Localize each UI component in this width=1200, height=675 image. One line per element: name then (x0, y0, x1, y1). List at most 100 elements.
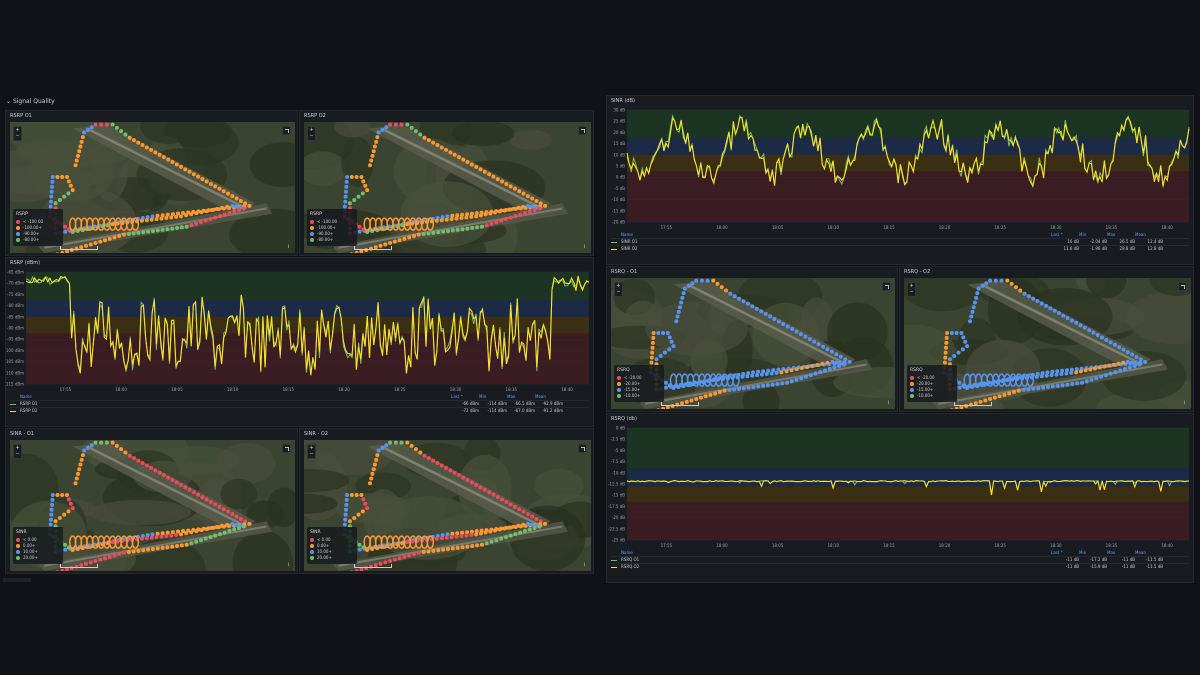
map-view[interactable]: + − i SINR < 0.00 0.00+ 10.00+ 20.00+ (304, 440, 591, 571)
zoom-control[interactable]: + − (307, 126, 316, 141)
map-view[interactable]: + − i RSRQ < -20.00 -20.00+ -15.00+ -10.00+ (611, 278, 895, 409)
zoom-control[interactable]: + − (614, 282, 623, 297)
legend-swatch (310, 226, 314, 230)
panel-title[interactable]: RSRQ (db) (611, 416, 637, 422)
zoom-out-button[interactable]: − (309, 451, 314, 457)
layers-icon[interactable] (282, 444, 291, 453)
zoom-in-button[interactable]: + (15, 445, 20, 451)
legend-row[interactable]: SINR O2 11.6 dB -1.96 dB 28.8 dB 12.8 dB (611, 245, 1189, 252)
time-series-chart[interactable]: -65 dBm -70 dBm -75 dBm -80 dBm -85 dBm -90 d… (6, 258, 594, 427)
panel-sinr-o2: SINR - O2 + − i SINR < 0.00 0.00+ 10.00+ 20.00+ (299, 428, 594, 574)
layers-icon[interactable] (578, 126, 587, 135)
legend-row[interactable]: RSRQ O2 -11 dB -15.9 dB -11 dB -11.5 dB (611, 563, 1189, 570)
legend-column-header[interactable]: Last * (1051, 550, 1063, 555)
info-icon[interactable]: i (287, 244, 290, 250)
layers-icon[interactable] (282, 126, 291, 135)
layers-icon[interactable] (882, 282, 891, 291)
panel-title[interactable]: RSRP (dBm) (10, 260, 40, 266)
legend-mean: 12.4 dB (1147, 239, 1163, 244)
info-icon[interactable]: i (1183, 400, 1186, 406)
map-view[interactable]: + − i RSRP < -100.00 -100.00+ -90.00+ -80.00+ (304, 122, 591, 253)
info-icon[interactable]: i (287, 562, 290, 568)
legend-table: Name Last * Min Max Mean RSRQ O1 -11 dB -17.2 d… (611, 550, 1189, 570)
y-tick-label: -70 dBm (7, 281, 24, 286)
panel-title[interactable]: RSRP O2 (304, 113, 326, 119)
zoom-control[interactable]: + − (13, 444, 22, 459)
info-icon[interactable]: i (887, 400, 890, 406)
collapsed-row[interactable] (3, 578, 31, 582)
legend-row[interactable]: RSRQ O1 -11 dB -17.2 dB -11 dB -11.5 dB (611, 556, 1189, 563)
x-tick-label: 18:25 (994, 543, 1006, 548)
zoom-out-button[interactable]: − (616, 289, 621, 295)
map-view[interactable]: + − i RSRQ < -20.00 -20.00+ -15.00+ -10.00+ (904, 278, 1191, 409)
map-view[interactable]: + − i SINR < 0.00 0.00+ 10.00+ 20.00+ (10, 440, 295, 571)
legend-row[interactable]: RSRP O1 -66 dBm -114 dBm -66.5 dBm -92.9 dBm (10, 400, 589, 407)
x-tick-label: 18:15 (283, 387, 295, 392)
legend-title-text: SINR (16, 530, 27, 535)
zoom-in-button[interactable]: + (309, 127, 314, 133)
zoom-out-button[interactable]: − (309, 133, 314, 139)
panel-title[interactable]: SINR - O1 (10, 431, 34, 437)
legend-column-header[interactable]: Last * (1051, 232, 1063, 237)
legend-item: -100.00+ (310, 225, 354, 231)
zoom-in-button[interactable]: + (309, 445, 314, 451)
zoom-control[interactable]: + − (307, 444, 316, 459)
panel-title-text: RSRP O2 (304, 113, 326, 119)
legend-column-header[interactable]: Last * (451, 394, 463, 399)
legend-column-header[interactable]: Mean (535, 394, 546, 399)
panel-title[interactable]: SINR - O2 (304, 431, 328, 437)
zoom-out-button[interactable]: − (15, 451, 20, 457)
legend-swatch (310, 556, 314, 560)
legend-swatch (910, 376, 914, 380)
zoom-in-button[interactable]: + (909, 283, 914, 289)
legend-label: -15.00+ (917, 387, 934, 392)
legend-title: RSRQ (617, 368, 661, 374)
row-title[interactable]: ⌄ Signal Quality (6, 98, 55, 105)
legend-swatch (611, 559, 617, 561)
zoom-out-button[interactable]: − (15, 133, 20, 139)
legend-column-header[interactable]: Min (1079, 232, 1087, 237)
zoom-in-button[interactable]: + (15, 127, 20, 133)
legend-header: Name Last * Min Max Mean (611, 550, 1189, 556)
legend-column-header[interactable]: Min (479, 394, 487, 399)
legend-title: RSRQ (910, 368, 954, 374)
map-view[interactable]: + − i RSRP < -100.00 -100.00+ -90.00+ -80.00+ (10, 122, 295, 253)
layers-icon[interactable] (578, 444, 587, 453)
zoom-in-button[interactable]: + (616, 283, 621, 289)
legend-column-header[interactable]: Mean (1135, 232, 1146, 237)
legend-column-header[interactable]: Name (20, 394, 32, 399)
panel-rsrp-timeseries: RSRP (dBm) -65 dBm -70 dBm -75 dBm -80 dBm -8… (5, 257, 594, 427)
legend-column-header[interactable]: Max (507, 394, 516, 399)
info-icon[interactable]: i (583, 562, 586, 568)
panel-title[interactable]: RSRQ - O1 (611, 269, 637, 275)
legend-row[interactable]: SINR O1 16 dB -2.04 dB 26.5 dB 12.4 dB (611, 238, 1189, 245)
legend-row[interactable]: RSRP O2 -72 dBm -114 dBm -67.0 dBm -91.2 dBm (10, 407, 589, 414)
legend-column-header[interactable]: Max (1107, 550, 1116, 555)
y-tick-label: -15 dB (612, 208, 625, 213)
legend-swatch (310, 538, 314, 542)
legend-item: -10.00+ (617, 393, 661, 399)
panel-title[interactable]: RSRP O1 (10, 113, 32, 119)
legend-item: < -100.00 (310, 219, 354, 225)
legend-column-header[interactable]: Name (621, 232, 633, 237)
legend-title: SINR (16, 530, 60, 536)
legend-swatch (16, 238, 20, 242)
legend-column-header[interactable]: Max (1107, 232, 1116, 237)
legend-column-header[interactable]: Mean (1135, 550, 1146, 555)
time-series-chart[interactable]: 30 dB 25 dB 20 dB 15 dB 10 dB 5 dB 0 dB -5 dB -1… (607, 96, 1194, 265)
legend-item: < 0.00 (16, 537, 60, 543)
zoom-out-button[interactable]: − (909, 289, 914, 295)
panel-title[interactable]: RSRQ - O2 (904, 269, 930, 275)
panel-sinr-o1: SINR - O1 + − i SINR < 0.00 0.00+ 10.00+ 20.00+ (5, 428, 298, 574)
info-icon[interactable]: i (583, 244, 586, 250)
legend-column-header[interactable]: Name (621, 550, 633, 555)
time-series-chart[interactable]: 0 dB -2.5 dB -5 dB -7.5 dB -10 dB -12.5 dB -15… (607, 414, 1194, 583)
zoom-control[interactable]: + − (907, 282, 916, 297)
zoom-control[interactable]: + − (13, 126, 22, 141)
panel-title[interactable]: SINR (dB) (611, 98, 635, 104)
legend-swatch (310, 238, 314, 242)
scale-bar (354, 564, 392, 568)
layers-icon[interactable] (1178, 282, 1187, 291)
legend-column-header[interactable]: Min (1079, 550, 1087, 555)
legend-item: < -20.00 (617, 375, 661, 381)
